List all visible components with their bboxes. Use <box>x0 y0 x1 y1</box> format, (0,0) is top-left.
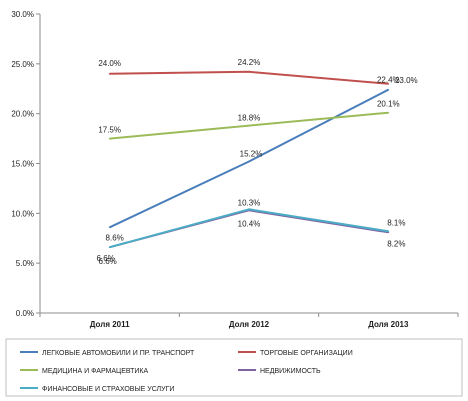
data-point <box>387 111 390 114</box>
data-point <box>108 246 111 249</box>
data-point <box>248 160 250 163</box>
data-label: 17.5% <box>98 126 121 135</box>
series-line <box>109 209 389 249</box>
legend-label: ФИНАНСОВЫЕ И СТРАХОВЫЕ УСЛУГИ <box>42 386 174 393</box>
series-line <box>109 70 389 85</box>
legend-box <box>5 338 463 397</box>
data-label: 10.3% <box>238 198 261 207</box>
y-tick-label: 30.0% <box>11 10 34 19</box>
data-point <box>108 137 111 140</box>
y-tick-label: 0.0% <box>16 309 34 318</box>
x-tick-label: Доля 2012 <box>229 320 270 329</box>
data-label: 23.0% <box>395 76 418 85</box>
data-label: 22.4% <box>377 76 400 85</box>
legend-label: МЕДИЦИНА И ФАРМАЦЕВТИКА <box>42 368 148 375</box>
data-label: 10.4% <box>238 219 261 228</box>
legend-label: ТОРГОВЫЕ ОРГАНИЗАЦИИ <box>260 350 353 357</box>
data-label: 15.2% <box>240 150 263 159</box>
series-lines <box>108 70 390 249</box>
legend-label: ЛЕГКОВЫЕ АВТОМОБИЛИ И ПР. ТРАНСПОРТ <box>42 350 195 357</box>
y-tick-label: 25.0% <box>11 60 34 69</box>
data-label: 8.1% <box>387 218 405 227</box>
data-point <box>248 124 250 127</box>
legend: ЛЕГКОВЫЕ АВТОМОБИЛИ И ПР. ТРАНСПОРТ ТОРГО… <box>20 350 353 393</box>
data-point <box>387 230 390 233</box>
legend-label: НЕДВИЖИМОСТЬ <box>260 368 321 375</box>
data-point <box>108 73 111 75</box>
data-label: 6.6% <box>97 254 115 263</box>
x-axis-ticks: Доля 2011 Доля 2012 Доля 2013 <box>39 313 459 329</box>
data-point <box>248 71 250 73</box>
data-label: 18.8% <box>238 114 261 123</box>
data-point <box>108 226 111 229</box>
data-label: 20.1% <box>377 100 400 109</box>
data-point <box>387 82 390 85</box>
data-label: 24.2% <box>238 58 261 67</box>
data-label: 8.2% <box>387 239 405 248</box>
y-axis-ticks: 0.0% 5.0% 10.0% 15.0% 20.0% 25.0% 30.0% <box>11 10 40 318</box>
data-point <box>248 208 250 211</box>
y-tick-label: 5.0% <box>16 259 34 268</box>
data-label: 6.6% <box>99 257 117 266</box>
data-point <box>387 88 390 91</box>
y-tick-label: 20.0% <box>11 110 34 119</box>
x-tick-label: Доля 2013 <box>368 320 409 329</box>
data-labels: 8.6% 15.2% 22.4% 24.0% 24.2% 23.0% 17.5% 18.8% 2… <box>97 58 418 266</box>
x-tick-label: Доля 2011 <box>90 320 130 329</box>
y-tick-label: 15.0% <box>11 160 34 169</box>
data-label: 24.0% <box>98 59 121 68</box>
y-tick-label: 10.0% <box>11 209 34 218</box>
data-label: 8.6% <box>106 233 124 242</box>
